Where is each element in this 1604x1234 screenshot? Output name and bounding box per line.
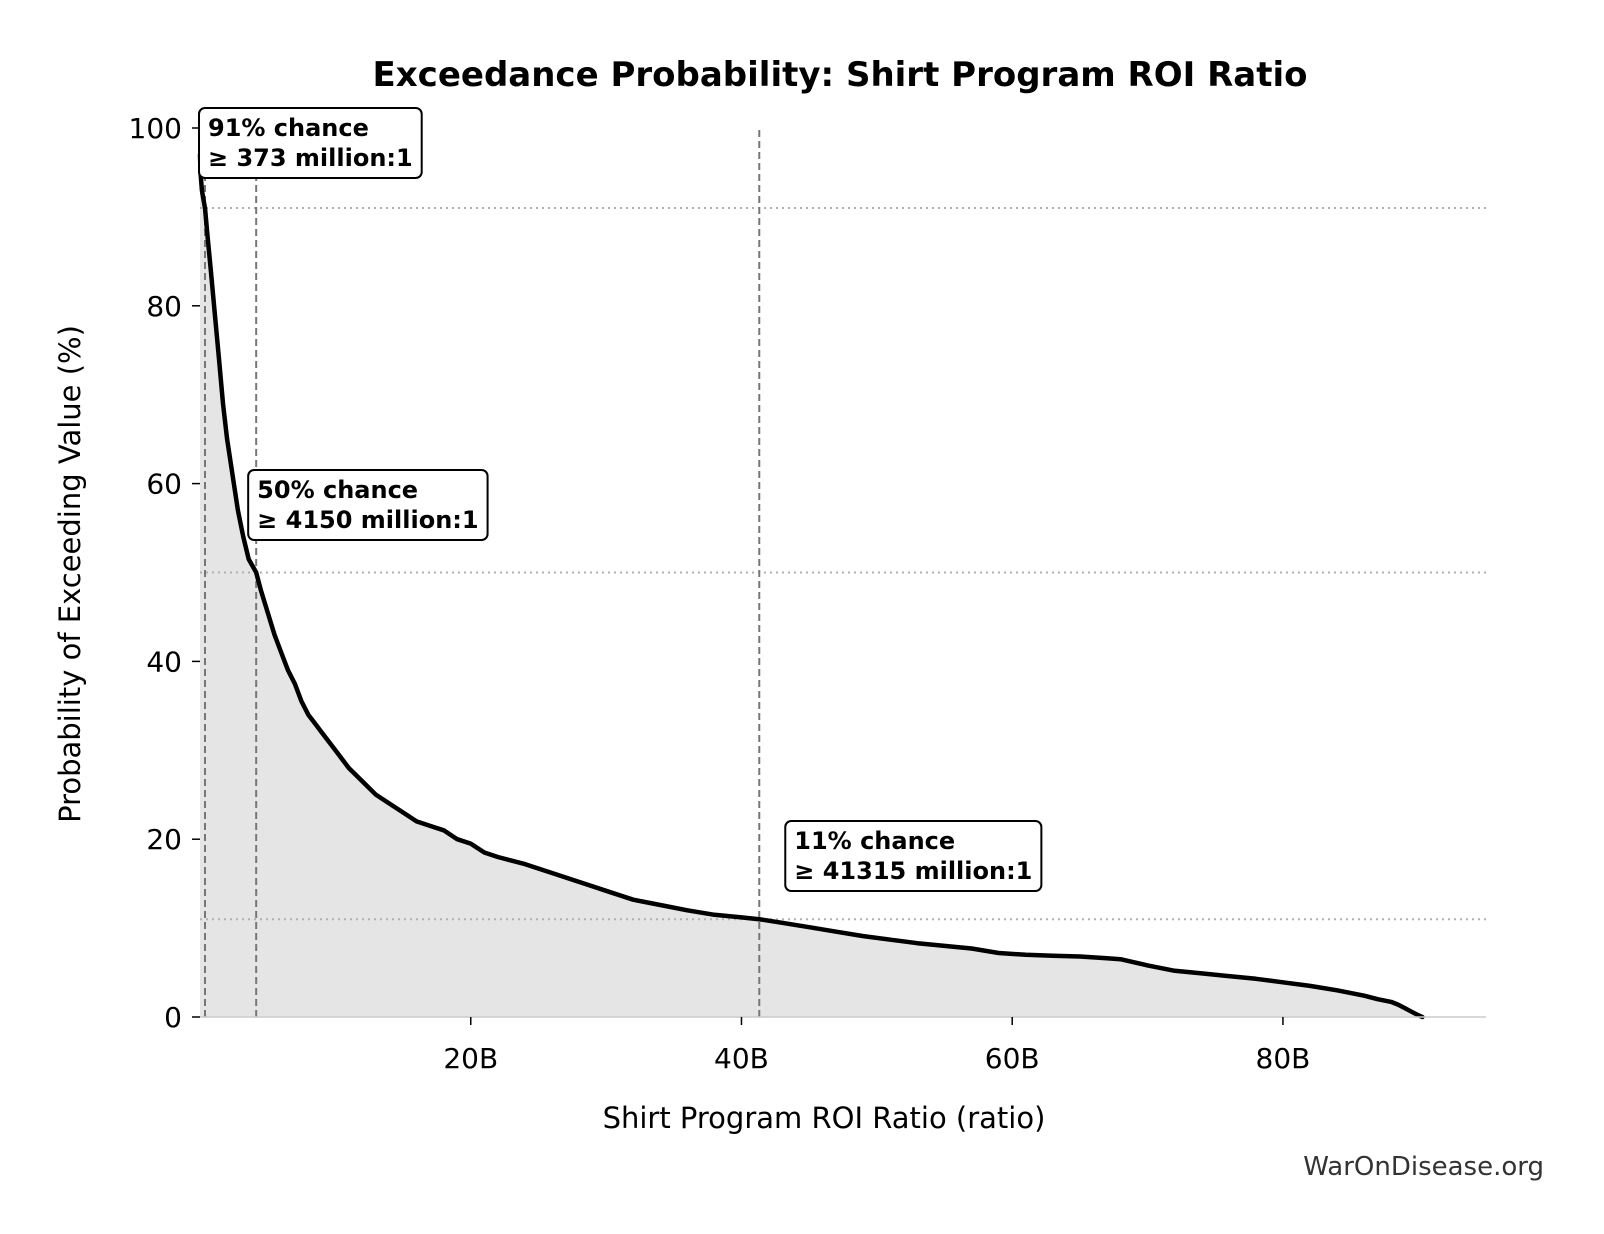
chart-title: Exceedance Probability: Shirt Program RO… xyxy=(373,55,1308,95)
annotations: 91% chance≥ 373 million:1 50% chance≥ 415… xyxy=(198,107,1043,892)
x-axis-label: Shirt Program ROI Ratio (ratio) xyxy=(603,1101,1046,1135)
annotation-box xyxy=(247,469,489,541)
x-tick-label: 60B xyxy=(985,1042,1040,1075)
annotation-threshold: ≥ 4150 million:1 xyxy=(257,506,478,534)
x-tick-label: 80B xyxy=(1256,1042,1311,1075)
x-tick-label: 20B xyxy=(443,1042,498,1075)
annotation-chance: 91% chance xyxy=(208,114,369,142)
x-axis-ticks: 20B 40B 60B 80B xyxy=(443,1017,1310,1075)
plot-area: 0 20 40 60 80 100 20B 40B 60B 80B 91% chance≥ 37… xyxy=(129,107,1486,1075)
y-axis-ticks: 0 20 40 60 80 100 xyxy=(129,112,200,1034)
annotation-box xyxy=(784,820,1043,892)
y-tick-label: 100 xyxy=(129,112,182,145)
annotation-50: 50% chance≥ 4150 million:1 xyxy=(247,469,489,541)
y-tick-label: 80 xyxy=(146,290,182,323)
annotation-chance: 50% chance xyxy=(257,476,418,504)
y-axis-label: Probability of Exceeding Value (%) xyxy=(53,325,87,823)
reference-lines xyxy=(200,207,1486,921)
y-tick-label: 60 xyxy=(146,468,182,501)
annotation-box xyxy=(198,107,423,179)
annotation-91: 91% chance≥ 373 million:1 xyxy=(198,107,423,179)
x-tick-label: 40B xyxy=(714,1042,769,1075)
annotation-threshold: ≥ 373 million:1 xyxy=(208,144,413,172)
annotation-threshold: ≥ 41315 million:1 xyxy=(794,857,1032,885)
y-tick-label: 0 xyxy=(164,1001,182,1034)
watermark: WarOnDisease.org xyxy=(1303,1152,1544,1182)
annotation-chance: 11% chance xyxy=(794,827,955,855)
area-under-curve xyxy=(200,154,1423,1017)
y-tick-label: 40 xyxy=(146,645,182,678)
exceedance-curve xyxy=(197,152,1425,1020)
annotation-11: 11% chance≥ 41315 million:1 xyxy=(784,820,1043,892)
y-tick-label: 20 xyxy=(146,823,182,856)
